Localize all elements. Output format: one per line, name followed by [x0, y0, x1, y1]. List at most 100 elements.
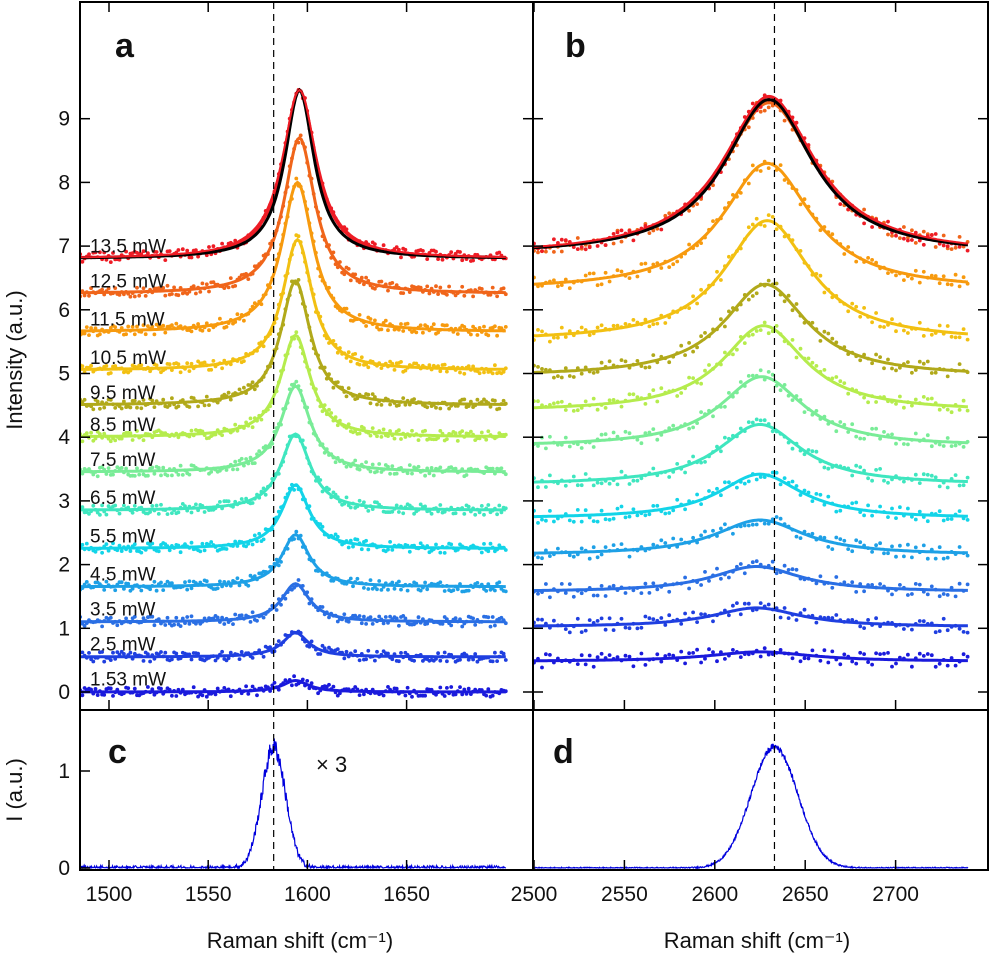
data-point: [436, 257, 440, 261]
data-point: [731, 193, 735, 197]
data-point: [159, 686, 163, 691]
data-point: [818, 228, 823, 233]
data-point: [268, 332, 272, 336]
data-point: [667, 426, 672, 431]
data-point: [540, 249, 544, 254]
data-point: [355, 396, 360, 401]
data-point: [189, 510, 194, 515]
data-point: [364, 324, 368, 328]
data-point: [806, 264, 811, 269]
data-point: [81, 650, 85, 655]
data-point: [113, 690, 118, 695]
data-point: [575, 662, 580, 666]
data-point: [651, 322, 656, 327]
data-point: [305, 550, 310, 555]
data-point: [802, 656, 807, 661]
data-point: [111, 472, 115, 477]
data-point: [141, 398, 146, 402]
data-point: [176, 404, 181, 409]
data-point: [683, 507, 687, 512]
data-point: [858, 540, 863, 545]
data-point: [362, 465, 366, 469]
data-point: [497, 290, 502, 295]
data-point: [416, 507, 421, 512]
data-point: [139, 363, 144, 368]
data-point: [655, 360, 660, 365]
data-point: [711, 573, 715, 578]
data-point: [72, 616, 76, 620]
data-point: [870, 258, 874, 262]
data-point: [67, 549, 71, 553]
data-point: [74, 430, 78, 434]
data-point: [949, 247, 954, 252]
data-point: [399, 360, 403, 364]
data-point: [466, 330, 471, 334]
x-axis-title-left: Raman shift (cm⁻¹): [207, 928, 393, 953]
data-point: [571, 474, 576, 479]
data-point: [703, 290, 707, 295]
data-point: [296, 578, 301, 582]
data-point: [579, 519, 584, 524]
data-point: [619, 269, 624, 274]
data-point: [200, 281, 205, 286]
data-point: [497, 503, 502, 508]
data-point: [501, 545, 506, 550]
data-point: [117, 652, 122, 657]
data-point: [870, 225, 874, 229]
panel-a-points-8: [81, 278, 508, 412]
data-point: [242, 616, 246, 621]
data-point: [174, 431, 179, 436]
data-point: [124, 616, 128, 621]
data-point: [154, 690, 159, 695]
data-point: [495, 333, 499, 338]
data-point: [108, 658, 113, 662]
data-point: [244, 544, 249, 549]
data-point: [563, 366, 568, 371]
data-point: [386, 464, 390, 469]
data-point: [503, 366, 508, 371]
data-point: [482, 542, 486, 546]
data-point: [699, 612, 703, 616]
data-point: [200, 582, 205, 587]
data-point: [691, 246, 695, 251]
data-point: [397, 286, 401, 290]
data-point: [854, 463, 859, 468]
data-point: [305, 679, 310, 683]
data-point: [390, 323, 395, 328]
data-point: [945, 374, 950, 379]
data-point: [544, 485, 548, 489]
data-point: [130, 291, 135, 295]
data-point: [762, 604, 767, 609]
data-point: [651, 262, 656, 267]
data-point: [338, 539, 342, 544]
data-point: [691, 610, 695, 615]
data-point: [466, 364, 471, 369]
data-point: [255, 539, 259, 544]
data-point: [683, 661, 687, 666]
data-point: [482, 435, 486, 439]
data-point: [143, 548, 148, 552]
data-point: [746, 125, 751, 130]
data-point: [917, 509, 922, 514]
data-point: [309, 639, 314, 644]
data-point: [113, 286, 118, 290]
data-point: [418, 366, 423, 371]
data-point: [945, 485, 950, 490]
data-point: [790, 238, 795, 243]
data-point: [72, 689, 76, 693]
data-point: [886, 399, 890, 404]
data-point: [571, 333, 576, 338]
data-point: [579, 245, 584, 249]
data-point: [276, 221, 281, 225]
data-point: [862, 513, 866, 518]
data-point: [814, 492, 819, 496]
data-point: [925, 275, 930, 280]
data-point: [187, 504, 192, 509]
data-point: [583, 588, 588, 593]
data-point: [340, 650, 344, 655]
panel-d-spectrum: [534, 743, 969, 869]
data-point: [794, 441, 799, 446]
data-point: [945, 282, 950, 287]
data-point: [894, 368, 898, 373]
data-point: [687, 375, 691, 380]
